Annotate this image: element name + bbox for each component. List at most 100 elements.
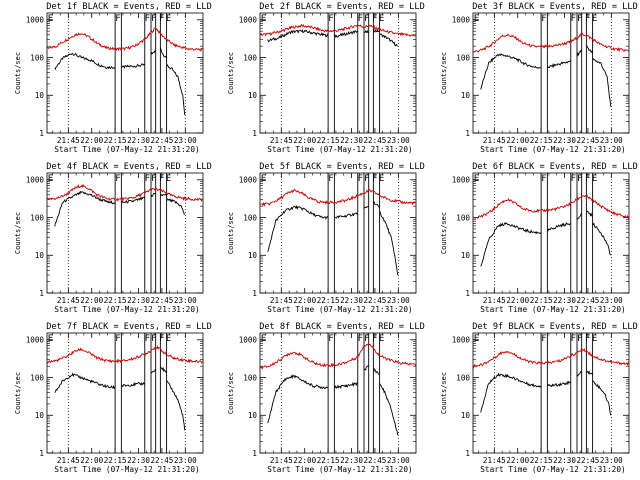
event-marker-label: F (571, 174, 576, 184)
detector-panel-5: Det 5f BLACK = Events, RED = LLD 1 10 100 10… (213, 160, 426, 320)
event-marker-label: F (115, 334, 120, 344)
lightcurve-chart: Det 9f BLACK = Events, RED = LLD 1 10 100 10… (440, 322, 638, 474)
event-marker-label: F (145, 14, 150, 24)
y-tick-label: 100 (30, 373, 44, 382)
x-tick-label: 22:30 (553, 296, 576, 305)
events-series-line (166, 64, 186, 116)
plot-frame (259, 332, 417, 454)
y-tick-label: 1 (252, 289, 257, 298)
events-series-line (334, 381, 358, 389)
x-tick-label: 22:15 (530, 136, 553, 145)
detector-panel-4: Det 4f BLACK = Events, RED = LLD 1 10 100 10… (0, 160, 213, 320)
event-marker-label: F (328, 14, 333, 24)
event-marker-label: F (159, 14, 164, 24)
x-tick-label: 22:00 (80, 296, 103, 305)
event-marker-label: F (328, 334, 333, 344)
event-marker-label: F (585, 334, 590, 344)
event-marker-label: E (48, 174, 53, 184)
event-marker-label: E (48, 14, 53, 24)
x-tick-label: 22:30 (340, 296, 363, 305)
events-series-line (121, 196, 146, 204)
events-series-line (373, 201, 380, 209)
events-series-line (166, 198, 186, 215)
x-tick-label: 22:00 (506, 136, 529, 145)
x-tick-label: 22:00 (80, 136, 103, 145)
y-axis-label: Counts/sec (440, 52, 448, 94)
x-tick-label: 22:00 (80, 456, 103, 465)
x-tick-label: 22:30 (127, 136, 150, 145)
plot-frame (46, 12, 204, 134)
y-tick-label: 1 (252, 449, 257, 458)
y-axis-label: Counts/sec (14, 372, 22, 414)
y-tick-label: 1 (39, 449, 44, 458)
x-tick-label: 23:00 (174, 456, 197, 465)
lld-series-line (46, 345, 204, 364)
events-series-line (379, 33, 398, 47)
x-tick-label: 21:45 (57, 296, 80, 305)
y-tick-label: 1000 (239, 176, 258, 185)
events-series-line (480, 372, 542, 413)
event-marker-label: F (358, 14, 363, 24)
x-tick-label: 22:30 (340, 456, 363, 465)
x-tick-label: 21:45 (483, 136, 506, 145)
events-series-line (372, 28, 380, 33)
event-marker-label: F (541, 174, 546, 184)
chart-title: Det 2f BLACK = Events, RED = LLD (259, 2, 425, 12)
event-marker-label: F (571, 14, 576, 24)
x-axis-label: Start Time (07-May-12 21:31:20) (480, 145, 626, 154)
event-marker-label: F (577, 14, 582, 24)
x-tick-label: 22:15 (104, 456, 127, 465)
events-series-line (54, 52, 116, 71)
x-axis-label: Start Time (07-May-12 21:31:20) (267, 145, 413, 154)
events-series-line (547, 380, 571, 388)
y-axis-label: Counts/sec (440, 372, 448, 414)
x-tick-label: 21:45 (57, 136, 80, 145)
x-tick-label: 22:45 (363, 136, 386, 145)
x-tick-label: 22:15 (530, 456, 553, 465)
plot-frame (472, 12, 630, 134)
event-marker-label: F (115, 14, 120, 24)
y-tick-label: 1000 (26, 16, 45, 25)
event-marker-label: F (372, 334, 377, 344)
y-axis-label: Counts/sec (14, 212, 22, 254)
chart-title: Det 6f BLACK = Events, RED = LLD (472, 162, 638, 172)
event-marker-label: F (585, 14, 590, 24)
plot-frame (259, 12, 417, 134)
event-marker-label: E (166, 334, 171, 344)
event-marker-label: E (261, 174, 266, 184)
event-marker-label: F (364, 14, 369, 24)
lld-series-line (259, 23, 417, 37)
x-tick-label: 22:45 (363, 296, 386, 305)
detector-panel-2: Det 2f BLACK = Events, RED = LLD 1 10 100 10… (213, 0, 426, 160)
y-tick-label: 10 (461, 411, 471, 420)
event-marker-label: F (364, 174, 369, 184)
detector-panel-3: Det 3f BLACK = Events, RED = LLD 1 10 100 10… (426, 0, 639, 160)
x-tick-label: 22:30 (127, 296, 150, 305)
event-marker-label: E (379, 334, 384, 344)
y-tick-label: 10 (35, 411, 45, 420)
events-series-line (150, 50, 156, 55)
event-marker-label: E (261, 14, 266, 24)
event-marker-label: F (151, 334, 156, 344)
event-marker-label: E (592, 14, 597, 24)
event-marker-label: E (474, 174, 479, 184)
lightcurve-chart: Det 2f BLACK = Events, RED = LLD 1 10 100 10… (227, 2, 425, 154)
y-tick-label: 1000 (26, 176, 45, 185)
chart-title: Det 9f BLACK = Events, RED = LLD (472, 322, 638, 332)
event-marker-label: F (151, 174, 156, 184)
events-series-line (363, 205, 369, 209)
lightcurve-chart: Det 6f BLACK = Events, RED = LLD 1 10 100 10… (440, 162, 638, 314)
x-tick-label: 22:30 (340, 136, 363, 145)
events-series-line (586, 370, 593, 375)
lld-series-line (259, 343, 417, 370)
event-marker-label: F (151, 14, 156, 24)
event-marker-label: F (372, 174, 377, 184)
event-marker-label: E (48, 334, 53, 344)
event-marker-label: E (474, 334, 479, 344)
events-series-line (547, 60, 571, 69)
x-tick-label: 23:00 (387, 296, 410, 305)
x-axis-label: Start Time (07-May-12 21:31:20) (480, 465, 626, 474)
x-tick-label: 22:15 (317, 296, 340, 305)
events-series-line (267, 29, 329, 43)
